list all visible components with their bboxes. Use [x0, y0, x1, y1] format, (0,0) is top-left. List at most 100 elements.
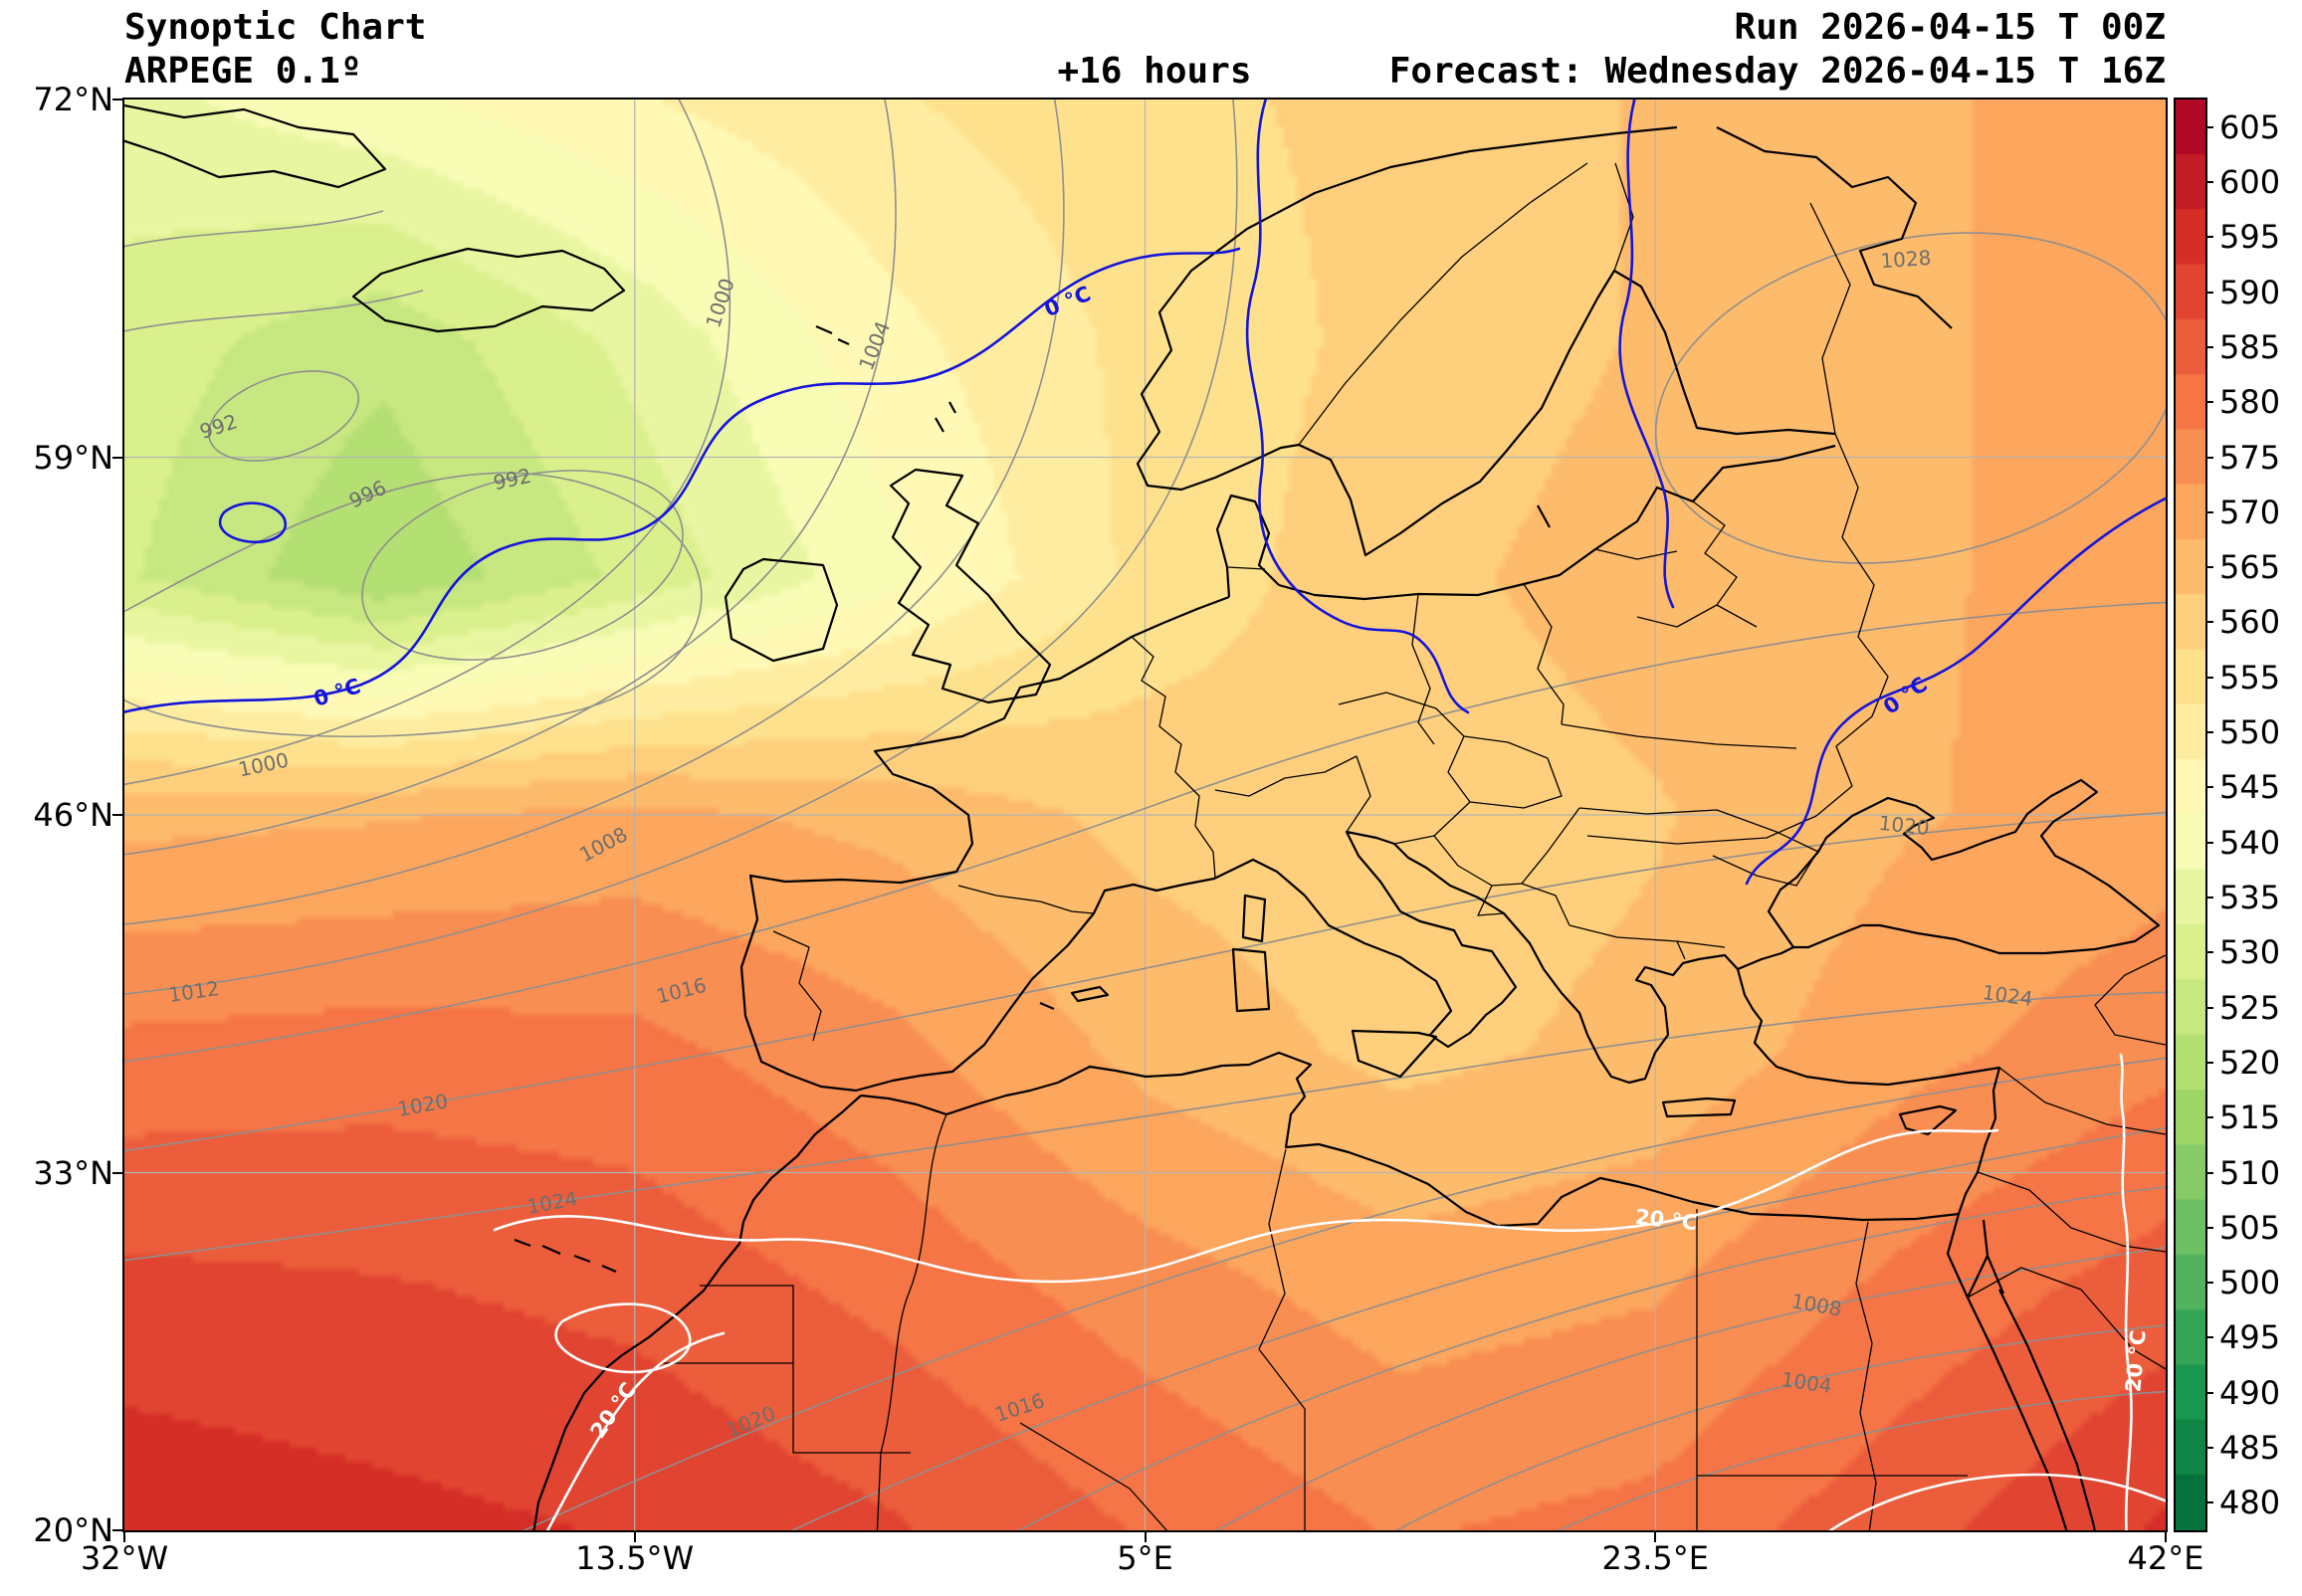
colorbar-tick-label: 565	[2219, 548, 2281, 587]
colorbar-tick-label: 585	[2219, 327, 2281, 366]
lat-tick-mark	[112, 1171, 122, 1174]
lat-tick-mark	[112, 814, 122, 816]
colorbar-tick-label: 575	[2219, 438, 2281, 477]
isobar-label: 996	[345, 476, 390, 513]
colorbar-tick-label: 560	[2219, 603, 2281, 642]
colorbar-tick-label: 605	[2219, 107, 2281, 146]
colorbar-tick-label: 505	[2219, 1208, 2281, 1247]
colorbar-tick-mark	[2205, 1226, 2213, 1229]
colorbar-tick-mark	[2205, 951, 2213, 954]
colorbar-tick-label: 520	[2219, 1043, 2281, 1082]
coastlines	[124, 103, 2161, 1530]
colorbar-tick-label: 535	[2219, 878, 2281, 916]
isobar-label: 1008	[575, 822, 631, 867]
isobar-label: 1020	[396, 1089, 450, 1120]
lat-tick-mark	[112, 1529, 122, 1531]
colorbar-tick-label: 570	[2219, 493, 2281, 531]
colorbar-tick-label: 480	[2219, 1484, 2281, 1522]
model-resolution-label: ARPEGE 0.1º	[124, 51, 362, 92]
colorbar-tick-mark	[2205, 236, 2213, 239]
isobar-label: 1016	[992, 1388, 1048, 1427]
lead-time-label: +16 hours	[1057, 51, 1252, 92]
lon-tick-label: 23.5°E	[1601, 1539, 1709, 1577]
isobar-label: 1024	[525, 1186, 579, 1218]
colorbar-tick-label: 530	[2219, 933, 2281, 972]
colorbar-tick-mark	[2205, 566, 2213, 569]
lat-tick-mark	[112, 456, 122, 459]
isotherm-20c-label: 20 °C	[2121, 1329, 2150, 1393]
lon-tick-label: 42°E	[2127, 1539, 2204, 1577]
colorbar-tick-mark	[2205, 125, 2213, 128]
colorbar-tick-mark	[2205, 1116, 2213, 1119]
lon-tick-mark	[633, 1532, 636, 1542]
colorbar-tick-mark	[2205, 456, 2213, 459]
forecast-valid-label: Forecast: Wednesday 2026-04-15 T 16Z	[1388, 51, 2166, 92]
colorbar-tick-label: 510	[2219, 1153, 2281, 1192]
map-overlay-svg: 992 992 996 1000 1000 1004 1008 1012 1016 1020 102…	[124, 100, 2166, 1530]
colorbar-tick-label: 550	[2219, 713, 2281, 752]
colorbar-tick-mark	[2205, 401, 2213, 404]
isobar-label: 1016	[654, 973, 709, 1009]
colorbar-tick-mark	[2205, 510, 2213, 513]
isotherm-20c-lines	[493, 1053, 2166, 1530]
colorbar-tick-mark	[2205, 676, 2213, 679]
isobar-label: 1004	[854, 317, 895, 373]
colorbar-tick-label: 485	[2219, 1429, 2281, 1468]
lon-tick-mark	[1654, 1532, 1657, 1542]
map-plot-area: 992 992 996 1000 1000 1004 1008 1012 1016 1020 102…	[122, 98, 2168, 1532]
lon-tick-label: 5°E	[1117, 1539, 1173, 1577]
lat-tick-mark	[112, 99, 122, 100]
chart-title: Synoptic Chart	[124, 7, 427, 48]
lat-tick-label: 20°N	[33, 1511, 113, 1549]
colorbar-tick-label: 525	[2219, 988, 2281, 1027]
colorbar-tick-label: 580	[2219, 383, 2281, 422]
colorbar-tick-label: 490	[2219, 1373, 2281, 1412]
colorbar-tick-label: 555	[2219, 658, 2281, 697]
isotherm-0c-lines	[124, 100, 2166, 886]
colorbar-tick-mark	[2205, 1061, 2213, 1064]
colorbar-tick-mark	[2205, 1391, 2213, 1394]
lon-tick-mark	[1144, 1532, 1147, 1542]
isobar-label: 1000	[236, 748, 291, 782]
colorbar-tick-label: 595	[2219, 218, 2281, 257]
colorbar-tick-mark	[2205, 180, 2213, 183]
colorbar-tick-mark	[2205, 1447, 2213, 1450]
colorbar-tick-mark	[2205, 1501, 2213, 1504]
isobar-label: 1028	[1880, 246, 1932, 273]
lon-tick-mark	[123, 1532, 125, 1542]
isobar-label: 992	[197, 409, 241, 444]
country-borders	[662, 162, 2166, 1530]
run-time-label: Run 2026-04-15 T 00Z	[1734, 7, 2166, 48]
colorbar-tick-label: 500	[2219, 1264, 2281, 1302]
graticule-lines	[124, 100, 2166, 1530]
isobar-label: 1024	[1981, 980, 2034, 1011]
isobar-label: 1020	[723, 1401, 778, 1442]
lon-tick-mark	[2165, 1532, 2167, 1542]
colorbar-tick-mark	[2205, 1171, 2213, 1174]
lon-tick-label: 13.5°W	[575, 1539, 695, 1577]
colorbar-tick-mark	[2205, 345, 2213, 348]
colorbar-tick-mark	[2205, 1006, 2213, 1009]
colorbar-tick-mark	[2205, 896, 2213, 898]
colorbar	[2174, 98, 2207, 1532]
isotherm-20c-label: 20 °C	[1634, 1205, 1699, 1235]
contour-label-layer: 992 992 996 1000 1000 1004 1008 1012 1016 1020 102…	[167, 246, 2151, 1443]
colorbar-gradient	[2176, 100, 2205, 1530]
isobar-label: 1004	[1779, 1367, 1833, 1398]
colorbar-tick-mark	[2205, 1336, 2213, 1339]
lon-tick-label: 32°W	[80, 1539, 169, 1577]
lat-tick-label: 46°N	[33, 796, 113, 834]
lat-tick-label: 72°N	[33, 81, 113, 118]
colorbar-tick-label: 545	[2219, 768, 2281, 807]
isotherm-20c-label: 20 °C	[585, 1378, 640, 1443]
lat-tick-label: 33°N	[33, 1153, 113, 1192]
lat-tick-label: 59°N	[33, 438, 113, 477]
colorbar-tick-mark	[2205, 731, 2213, 734]
colorbar-tick-mark	[2205, 841, 2213, 844]
isobar-contours	[124, 100, 2166, 1530]
isobar-label: 1000	[701, 276, 739, 331]
isotherm-0c-label: 0 °C	[311, 674, 363, 711]
colorbar-tick-label: 515	[2219, 1098, 2281, 1137]
isobar-label: 992	[492, 464, 533, 495]
